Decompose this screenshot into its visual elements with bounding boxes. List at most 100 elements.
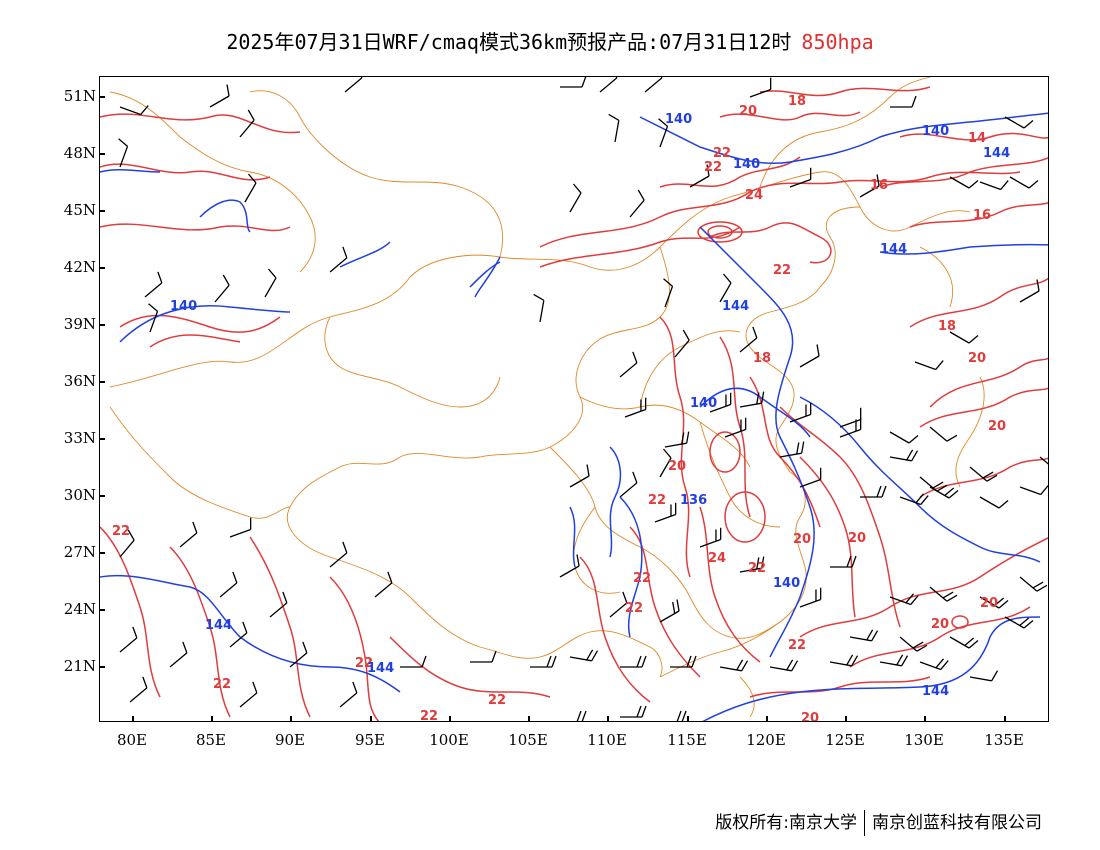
lat-label-51n: 51N [63, 87, 96, 105]
wind-barb-icon [329, 541, 348, 568]
temp-label: 20 [988, 419, 1006, 434]
wind-barb-icon [839, 407, 862, 428]
wind-barb-icon [219, 571, 238, 598]
wind-barb-icon [709, 392, 732, 413]
lat-label-42n: 42N [63, 258, 96, 276]
wind-barb-icon [654, 502, 677, 523]
lon-label-120e: 120E [746, 731, 786, 749]
lat-label-30n: 30N [63, 486, 96, 504]
wind-barb-icon [789, 167, 812, 188]
height-label: 140 [665, 112, 692, 127]
wind-barb-icon [919, 658, 949, 671]
wind-barb-icon [1009, 176, 1039, 189]
wind-barb-icon [119, 529, 135, 558]
wind-barb-icon [739, 391, 765, 408]
map-canvas: 20 18 14 16 22 22 24 16 22 18 18 20 20 2… [100, 77, 1048, 722]
wind-barb-icon [699, 527, 722, 548]
lat-tick [99, 96, 105, 98]
wind-barb-icon [560, 77, 587, 88]
wind-barb-icon [644, 77, 663, 93]
wind-barb-icon [839, 417, 862, 438]
wind-barb-icon [879, 654, 909, 667]
lon-tick [528, 716, 530, 722]
contour-labels: 20 18 14 16 22 22 24 16 22 18 18 20 20 2… [112, 94, 1010, 722]
wind-barb-icon [344, 77, 363, 93]
wind-barb-icon [859, 174, 880, 198]
wind-barb-icon [676, 710, 687, 721]
lon-label-100e: 100E [429, 731, 469, 749]
height-label: 144 [922, 684, 949, 699]
wind-barb-icon [264, 268, 277, 298]
lon-tick [845, 716, 847, 722]
lon-label-125e: 125E [825, 731, 865, 749]
temp-label: 18 [753, 351, 771, 366]
temp-label: 18 [938, 319, 956, 334]
wind-barb-icon [664, 431, 690, 448]
wind-barb-icon [1004, 116, 1034, 129]
lat-label-27n: 27N [63, 543, 96, 561]
temp-label: 22 [713, 146, 731, 161]
lon-tick [449, 716, 451, 722]
wind-barb-icon [620, 705, 647, 718]
wind-barb-icon [569, 464, 590, 488]
copyright-label: 版权所有: [715, 813, 789, 833]
wind-barb-icon [949, 176, 979, 189]
temp-label: 18 [788, 94, 806, 109]
temp-label: 22 [648, 493, 666, 508]
temp-label: 22 [748, 561, 766, 576]
temp-label: 20 [848, 531, 866, 546]
wind-barb-icon [229, 517, 252, 538]
temp-label: 22 [788, 638, 806, 653]
wind-barb-icon [576, 710, 587, 721]
wind-barb-icon [929, 586, 958, 602]
wind-barb-icon [889, 431, 919, 444]
lat-tick [99, 495, 105, 497]
lon-label-80e: 80E [116, 731, 148, 749]
temp-label: 20 [801, 711, 819, 722]
temp-label: 22 [704, 160, 722, 175]
wind-barb-icon [619, 471, 638, 498]
lat-label-45n: 45N [63, 201, 96, 219]
wind-barb-icon [739, 326, 758, 353]
wind-barb-icon [1019, 485, 1048, 496]
lat-label-48n: 48N [63, 144, 96, 162]
pressure-level-label: 850hpa [801, 30, 874, 54]
lon-label-115e: 115E [667, 731, 707, 749]
wind-barb-icon [829, 654, 859, 667]
copyright-footer: 版权所有:南京大学 南京创蓝科技有限公司 [715, 808, 1042, 836]
lon-label-110e: 110E [587, 731, 627, 749]
wind-barb-icon [179, 521, 198, 548]
temp-label: 20 [793, 532, 811, 547]
wind-barb-icon [229, 621, 248, 648]
wind-barb-icon [374, 571, 393, 598]
lon-label-135e: 135E [984, 731, 1024, 749]
height-label: 136 [680, 493, 707, 508]
wind-barb-icon [979, 180, 1009, 191]
temp-label: 22 [420, 709, 438, 722]
height-label: 144 [983, 146, 1010, 161]
wind-barb-icon [799, 344, 820, 368]
wind-barb-icon [889, 593, 919, 606]
wind-barb-icon [629, 189, 645, 218]
weather-map: 20 18 14 16 22 22 24 16 22 18 18 20 20 2… [99, 76, 1049, 722]
lat-label-24n: 24N [63, 600, 96, 618]
wind-barb-icon [719, 659, 749, 672]
wind-barb-icon [830, 555, 857, 568]
height-label: 140 [170, 299, 197, 314]
lon-label-85e: 85E [195, 731, 227, 749]
temp-label: 22 [213, 677, 231, 692]
lat-tick [99, 552, 105, 554]
wind-barb-icon [620, 655, 647, 668]
lon-tick [607, 716, 609, 722]
wind-barb-icon [1019, 576, 1048, 592]
lat-tick [99, 210, 105, 212]
height-label: 140 [690, 396, 717, 411]
wind-barb-icon [929, 486, 959, 499]
wind-barb-icon [914, 360, 944, 371]
wind-barb-icon [339, 681, 358, 708]
lat-tick [99, 324, 105, 326]
temp-label: 24 [708, 551, 726, 566]
lat-label-36n: 36N [63, 372, 96, 390]
lon-tick [290, 716, 292, 722]
lat-tick [99, 609, 105, 611]
